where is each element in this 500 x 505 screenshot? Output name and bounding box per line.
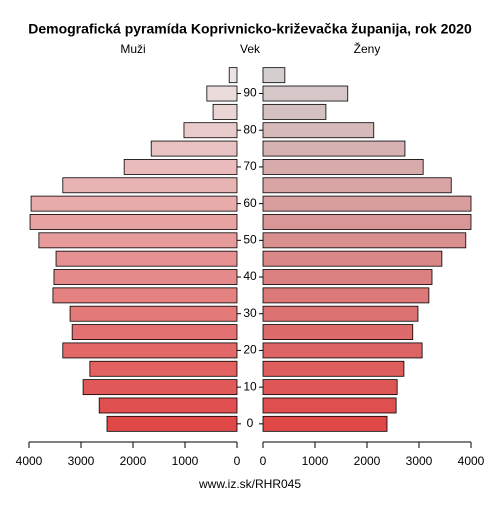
y-axis-label: Vek (240, 42, 261, 56)
x-tick-label: 1000 (172, 454, 199, 468)
x-tick-label: 1000 (302, 454, 329, 468)
bar (262, 140, 406, 157)
y-tick-label: 30 (243, 306, 257, 320)
y-tick-label: 40 (243, 269, 257, 283)
bar (52, 287, 238, 304)
bar (89, 360, 238, 377)
bar (262, 250, 443, 267)
bar (30, 195, 238, 212)
x-tick-label: 2000 (354, 454, 381, 468)
bar (212, 103, 238, 120)
x-tick-label: 0 (260, 454, 267, 468)
bar (98, 397, 238, 414)
bar (106, 415, 238, 432)
bar (150, 140, 238, 157)
bar (262, 103, 327, 120)
x-tick-label: 2000 (120, 454, 147, 468)
bar (206, 85, 238, 102)
y-tick-label: 50 (243, 232, 257, 246)
bar (262, 397, 397, 414)
bar (262, 287, 430, 304)
x-tick-label: 3000 (68, 454, 95, 468)
x-tick-label: 0 (234, 454, 241, 468)
bar (262, 85, 349, 102)
bar (262, 360, 405, 377)
y-tick-label: 90 (243, 86, 257, 100)
bar (262, 195, 472, 212)
y-tick-label: 80 (243, 122, 257, 136)
y-tick-label: 60 (243, 196, 257, 210)
bar (262, 342, 423, 359)
bar (262, 177, 452, 194)
x-tick-label: 4000 (458, 454, 485, 468)
bar (262, 232, 467, 249)
y-tick-label: 70 (243, 159, 257, 173)
bar (262, 305, 419, 322)
bar (71, 324, 238, 340)
legend-label: Muži (120, 42, 145, 56)
bar (228, 67, 238, 84)
y-tick-label: 10 (243, 379, 257, 393)
chart-title: Demografická pyramída Koprivnicko-križev… (28, 21, 472, 37)
x-tick-label: 3000 (406, 454, 433, 468)
bar (262, 379, 398, 396)
bar (262, 159, 424, 175)
x-tick-label: 4000 (16, 454, 43, 468)
bar (262, 415, 388, 432)
bar (262, 269, 433, 285)
bar (69, 305, 238, 322)
footer: www.iz.sk/RHR045 (198, 477, 301, 491)
bar (62, 342, 238, 359)
bar (53, 269, 238, 285)
bar (62, 177, 238, 194)
legend-label: Ženy (354, 41, 381, 56)
bar (262, 122, 375, 139)
bar (38, 232, 238, 249)
bar (29, 214, 238, 230)
bar (82, 379, 238, 396)
bar (123, 159, 238, 175)
bar (262, 324, 414, 340)
bar (55, 250, 238, 267)
y-tick-label: 20 (243, 343, 257, 357)
bar (262, 214, 472, 230)
bar (262, 67, 286, 84)
bar (183, 122, 238, 139)
y-tick-label: 0 (247, 416, 254, 430)
